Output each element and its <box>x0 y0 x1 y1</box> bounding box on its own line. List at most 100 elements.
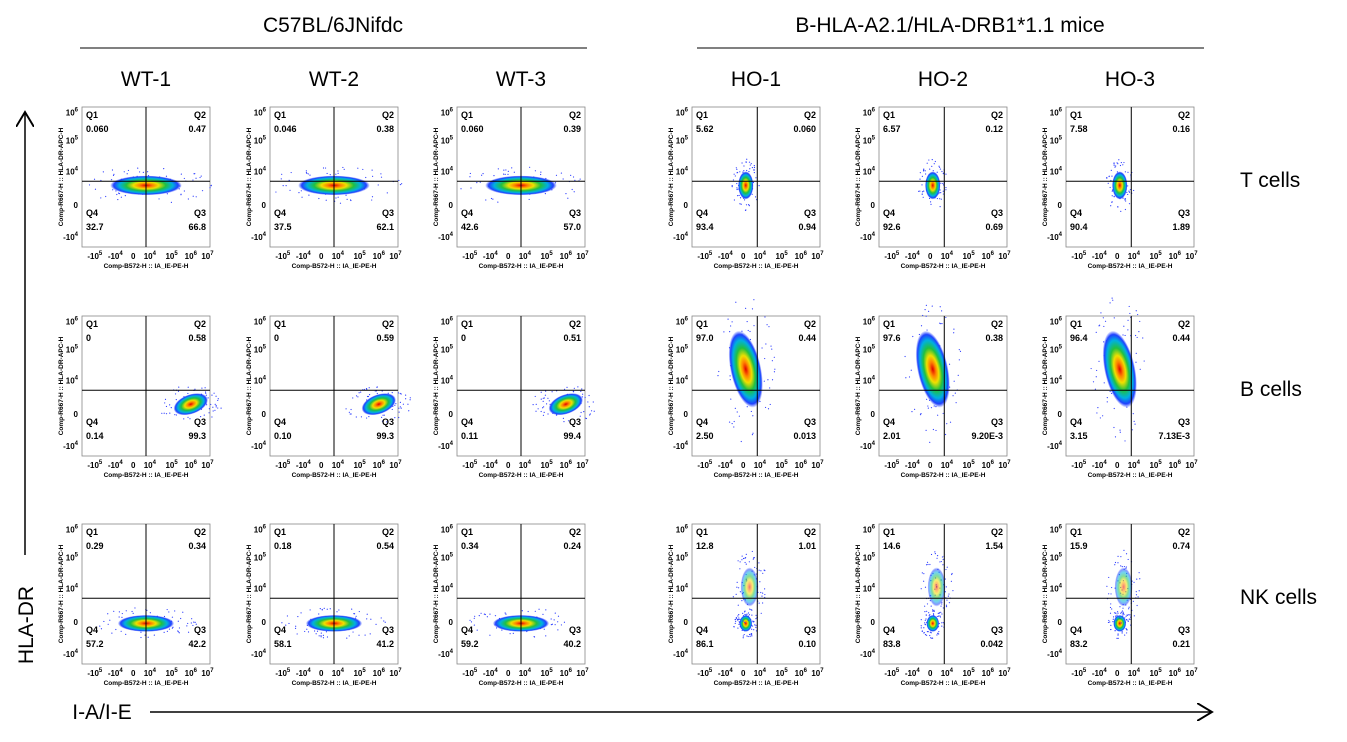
tick-exp: 4 <box>685 441 689 447</box>
event-dot <box>1124 334 1126 337</box>
quadrant-value: 0.58 <box>188 333 206 343</box>
tick-exp: 5 <box>99 251 103 257</box>
plot-frame <box>878 523 1008 665</box>
event-dot <box>736 586 738 588</box>
tick-label: 107 <box>389 460 402 470</box>
tick-exp: 6 <box>75 525 79 531</box>
tick-label: 105 <box>863 136 876 146</box>
tick-label: -104 <box>63 232 79 242</box>
event-dot <box>928 618 930 620</box>
event-dot <box>545 403 548 405</box>
tick-exp: 4 <box>307 668 311 674</box>
event-dot <box>368 387 370 389</box>
tick-label: 105 <box>1149 251 1162 261</box>
tick-base: 10 <box>66 554 75 563</box>
event-dot <box>741 555 743 557</box>
tick-exp: 4 <box>153 460 157 466</box>
event-dot <box>932 613 935 615</box>
event-dot <box>540 171 542 173</box>
tick-label: 0 <box>741 461 746 470</box>
event-dot <box>1107 621 1110 624</box>
event-dot <box>481 174 483 176</box>
tick-label: 0 <box>74 618 79 627</box>
event-dot <box>357 396 359 398</box>
event-dot <box>749 635 751 638</box>
tick-label: 106 <box>982 668 995 678</box>
event-dot <box>746 613 748 615</box>
event-dot <box>759 581 761 583</box>
tick-label: 0 <box>871 201 876 210</box>
column-label: HO-1 <box>731 68 781 91</box>
tick-exp: 4 <box>685 649 689 655</box>
event-dot <box>920 625 922 627</box>
tick-base: 10 <box>540 252 549 261</box>
event-dot <box>736 581 738 584</box>
event-dot <box>737 627 739 629</box>
density-blob <box>738 171 754 200</box>
tick-label: 104 <box>254 583 267 593</box>
tick-base: -10 <box>718 669 730 678</box>
tick-label: 0 <box>131 461 136 470</box>
tick-base: -10 <box>1047 233 1059 242</box>
quadrant-name: Q4 <box>86 625 98 635</box>
event-dot <box>1135 352 1137 354</box>
event-dot <box>470 621 473 623</box>
tick-label: 105 <box>254 136 267 146</box>
event-dot <box>368 394 371 396</box>
tick-exp: 6 <box>872 317 876 323</box>
tick-exp: 5 <box>896 460 900 466</box>
quadrant-name: Q2 <box>569 110 581 120</box>
tick-exp: 4 <box>872 166 876 172</box>
tick-label: -105 <box>1071 251 1087 261</box>
event-dot <box>751 550 753 553</box>
tick-exp: 4 <box>341 668 345 674</box>
event-dot <box>1128 305 1130 308</box>
quadrant-value: 66.8 <box>188 222 206 232</box>
quadrant-value: 0.14 <box>86 431 104 441</box>
event-dot <box>102 171 104 173</box>
tick-base: 10 <box>441 137 450 146</box>
event-dot <box>204 387 206 389</box>
tick-base: -10 <box>296 461 308 470</box>
event-dot <box>542 613 544 615</box>
tick-exp: 4 <box>494 251 498 257</box>
event-dot <box>945 316 947 319</box>
event-dot <box>938 166 941 168</box>
event-dot <box>473 617 475 619</box>
tick-label: 106 <box>254 525 267 535</box>
event-dot <box>368 415 370 418</box>
event-dot <box>950 580 952 582</box>
event-dot <box>927 563 929 566</box>
event-dot <box>180 193 182 195</box>
tick-base: -10 <box>483 461 495 470</box>
event-dot <box>319 608 321 610</box>
event-dot <box>742 620 744 622</box>
event-dot <box>557 621 559 623</box>
tick-exp: 4 <box>685 375 689 381</box>
event-dot <box>377 184 379 186</box>
event-dot <box>766 324 768 326</box>
tick-exp: 5 <box>872 136 876 142</box>
quadrant-value: 90.4 <box>1070 222 1088 232</box>
event-dot <box>1113 196 1115 198</box>
event-dot <box>171 616 174 618</box>
tick-base: -10 <box>697 252 709 261</box>
tick-exp: 5 <box>174 251 178 257</box>
event-dot <box>1112 621 1114 623</box>
event-dot <box>177 630 179 632</box>
quadrant-value: 5.62 <box>696 124 714 134</box>
quadrant-value: 93.4 <box>696 222 714 232</box>
event-dot <box>335 173 337 175</box>
event-dot <box>729 379 731 381</box>
tick-label: 106 <box>863 317 876 327</box>
tick-base: 10 <box>560 252 569 261</box>
tick-base: -10 <box>884 461 896 470</box>
event-dot <box>507 173 509 175</box>
tick-base: -10 <box>1092 669 1104 678</box>
event-dot <box>357 167 359 169</box>
event-dot <box>919 414 922 416</box>
event-dot <box>563 621 566 623</box>
event-dot <box>952 590 954 592</box>
tick-base: 10 <box>863 584 872 593</box>
